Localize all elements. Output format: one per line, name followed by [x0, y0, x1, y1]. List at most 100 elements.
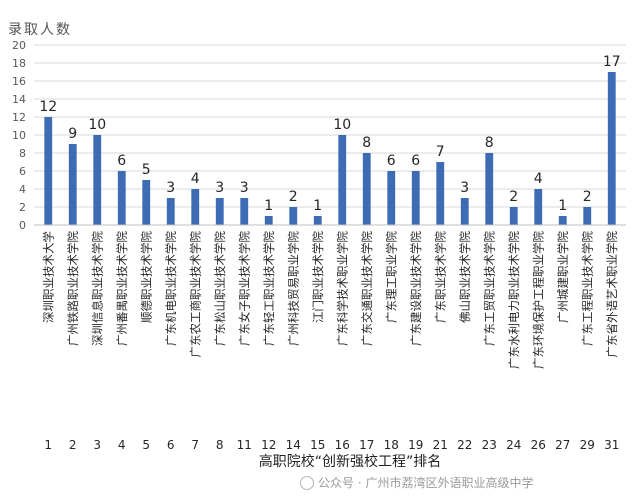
bar-value-label: 8 [362, 135, 371, 151]
bars [44, 72, 616, 225]
category-label: 江门职业技术学院 [311, 231, 325, 323]
category-label: 深圳职业技术大学 [41, 231, 55, 323]
rank-label: 3 [93, 438, 101, 452]
rank-label: 17 [359, 438, 374, 452]
category-label: 广东工贸职业技术学院 [482, 231, 496, 346]
bar [264, 216, 273, 225]
rank-label: 12 [261, 438, 276, 452]
bar-value-label: 3 [460, 180, 469, 196]
y-tick-label: 18 [12, 57, 26, 70]
bar-value-label: 6 [411, 153, 420, 169]
category-labels: 深圳职业技术大学 广州铁路职业技术学院 深圳信息职业技术学院 广州番禺职业技术学院 顺德… [41, 231, 619, 369]
category-label: 广东松山职业技术学院 [213, 231, 227, 346]
rank-label: 19 [408, 438, 423, 452]
rank-label: 23 [482, 438, 497, 452]
rank-label: 7 [191, 438, 199, 452]
category-label: 广州城建职业学院 [556, 231, 570, 323]
bar [142, 180, 151, 225]
bar [313, 216, 322, 225]
wechat-icon [300, 476, 314, 490]
x-axis-title: 高职院校“创新强校工程”排名 [259, 453, 442, 470]
category-label: 广东科学技术职业学院 [335, 231, 349, 346]
bar [460, 198, 469, 225]
rank-label: 4 [118, 438, 126, 452]
y-axis-title: 录取人数 [8, 22, 72, 38]
bar-value-label: 6 [387, 153, 396, 169]
category-label: 广东机电职业技术学院 [164, 231, 178, 346]
rank-label: 27 [555, 438, 570, 452]
y-tick-label: 6 [19, 165, 26, 178]
rank-labels: 1 2 3 4 5 6 7 8 11 12 14 15 16 17 18 19 21 22 23 24 26 27 29 31 [44, 438, 619, 452]
rank-label: 2 [69, 438, 77, 452]
category-label: 广东农工商职业技术学院 [188, 231, 202, 358]
category-label: 广东职业技术学院 [433, 231, 447, 323]
y-tick-label: 16 [12, 75, 26, 88]
y-tick-label: 20 [12, 39, 26, 52]
bar [411, 171, 420, 225]
bar [607, 72, 616, 225]
rank-label: 11 [237, 438, 252, 452]
bar [362, 153, 371, 225]
rank-label: 15 [310, 438, 325, 452]
bar [583, 207, 592, 225]
bar-value-label: 1 [558, 198, 567, 214]
category-label: 广东环境保护工程职业学院 [531, 231, 545, 369]
rank-label: 16 [335, 438, 350, 452]
category-label: 广州铁路职业技术学院 [66, 231, 80, 346]
y-axis-ticks: 0 2 4 6 8 10 12 14 16 18 20 [12, 39, 26, 232]
bar [215, 198, 224, 225]
bar-value-label: 3 [166, 180, 175, 196]
rank-label: 22 [457, 438, 472, 452]
category-label: 广州科技贸易职业学院 [286, 231, 300, 346]
bar-value-label: 1 [264, 198, 273, 214]
y-tick-label: 4 [19, 183, 26, 196]
category-label: 广东交通职业技术学院 [360, 231, 374, 346]
bar [558, 216, 567, 225]
bar [436, 162, 445, 225]
bar-value-label: 12 [39, 99, 57, 115]
y-tick-label: 12 [12, 111, 26, 124]
bar [240, 198, 249, 225]
bar-value-label: 7 [436, 144, 445, 160]
bar [117, 171, 126, 225]
bar-value-label: 9 [68, 126, 77, 142]
watermark-text: 公众号 · 广州市荔湾区外语职业高级中学 [318, 476, 534, 490]
bar-value-label: 17 [603, 54, 621, 70]
bar-value-label: 4 [191, 171, 200, 187]
rank-label: 29 [580, 438, 595, 452]
rank-label: 21 [433, 438, 448, 452]
bar-value-label: 10 [333, 117, 351, 133]
bar-value-label: 4 [534, 171, 543, 187]
category-label: 广东省外语艺术职业学院 [605, 231, 619, 358]
watermark: 公众号 · 广州市荔湾区外语职业高级中学 [300, 474, 533, 491]
rank-label: 14 [286, 438, 301, 452]
bar [289, 207, 298, 225]
grid-lines [34, 44, 626, 208]
bar [191, 189, 200, 225]
bar-value-label: 1 [313, 198, 322, 214]
rank-label: 26 [531, 438, 546, 452]
bar-value-label: 10 [88, 117, 106, 133]
bar [534, 189, 543, 225]
y-tick-label: 0 [19, 219, 26, 232]
bar [338, 135, 347, 225]
category-label: 广东工程职业技术学院 [580, 231, 594, 346]
rank-label: 24 [506, 438, 521, 452]
y-tick-label: 14 [12, 93, 26, 106]
bar-value-label: 3 [215, 180, 224, 196]
bar [166, 198, 175, 225]
bar-value-label: 5 [142, 162, 151, 178]
category-label: 佛山职业技术学院 [458, 231, 472, 323]
bar [68, 144, 77, 225]
rank-label: 18 [384, 438, 399, 452]
category-label: 广东水利电力职业技术学院 [507, 231, 521, 369]
bar-value-label: 2 [289, 189, 298, 205]
rank-label: 6 [167, 438, 175, 452]
bar [93, 135, 102, 225]
bar-value-label: 6 [117, 153, 126, 169]
category-label: 深圳信息职业技术学院 [90, 231, 104, 346]
category-label: 广东轻工职业技术学院 [262, 231, 276, 346]
category-label: 广州番禺职业技术学院 [115, 231, 129, 346]
